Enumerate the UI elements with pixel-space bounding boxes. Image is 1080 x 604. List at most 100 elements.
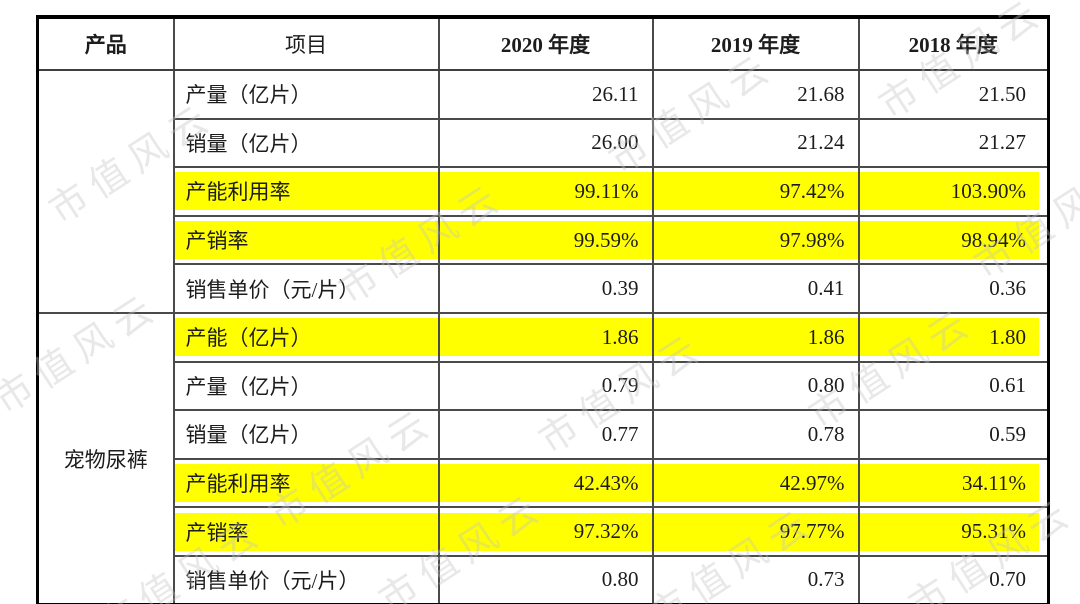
value-text: 103.90% xyxy=(859,172,1039,211)
value-2018: 0.70 xyxy=(857,554,1050,604)
value-text: 0.77 xyxy=(601,421,639,446)
row-label: 产能利用率 xyxy=(172,457,440,509)
value-2020: 42.43% xyxy=(437,457,654,509)
header-year-2019: 2019 年度 xyxy=(651,16,860,71)
value-text: 98.94% xyxy=(859,221,1039,260)
row-label: 产量（亿片） xyxy=(172,360,440,412)
value-text: 34.11% xyxy=(859,464,1039,503)
table-row: 销量（亿片） 0.77 0.78 0.59 xyxy=(38,409,1050,460)
value-text: 97.77% xyxy=(653,512,858,551)
table-row-highlighted: 产销率 97.32% 97.77% 95.31% xyxy=(38,506,1050,557)
row-label-text: 产销率 xyxy=(174,221,438,260)
value-text: 21.50 xyxy=(978,81,1026,106)
value-text: 95.31% xyxy=(859,512,1039,551)
value-text: 99.59% xyxy=(439,221,652,260)
row-label-text: 产销率 xyxy=(174,512,438,551)
product-cell-group2: 宠物尿裤 xyxy=(36,311,175,604)
product-cell-group1 xyxy=(36,69,175,314)
value-2019: 0.78 xyxy=(651,409,860,460)
value-2020: 97.32% xyxy=(437,506,654,557)
value-2020: 0.39 xyxy=(437,263,654,314)
value-2019: 97.98% xyxy=(651,214,860,266)
row-label-text: 产能利用率 xyxy=(174,172,438,211)
value-2019: 21.68 xyxy=(651,69,860,120)
header-item: 项目 xyxy=(172,16,440,71)
row-label: 产能利用率 xyxy=(172,166,440,217)
value-text: 0.80 xyxy=(601,567,639,592)
value-2018: 1.80 xyxy=(857,311,1050,363)
value-2019: 97.42% xyxy=(651,166,860,217)
value-text: 0.80 xyxy=(807,373,845,398)
table-row: 销售单价（元/片） 0.39 0.41 0.36 xyxy=(38,263,1050,314)
table-row-highlighted: 产销率 99.59% 97.98% 98.94% xyxy=(38,214,1050,266)
table-row-highlighted: 产能利用率 99.11% 97.42% 103.90% xyxy=(38,166,1050,217)
value-2018: 0.59 xyxy=(857,409,1050,460)
value-2020: 26.00 xyxy=(437,117,654,169)
table-row-highlighted: 宠物尿裤 产能（亿片） 1.86 1.86 1.80 xyxy=(36,311,1050,604)
value-text: 0.39 xyxy=(601,276,639,301)
value-2018: 0.36 xyxy=(857,263,1050,314)
value-2019: 0.73 xyxy=(651,554,860,604)
header-row: 产品 项目 2020 年度 2019 年度 2018 年度 xyxy=(36,16,1050,71)
value-text: 1.80 xyxy=(859,318,1039,357)
row-label: 销量（亿片） xyxy=(172,117,440,169)
value-2018: 0.61 xyxy=(857,360,1050,412)
value-text: 97.42% xyxy=(653,172,858,211)
value-2020: 26.11 xyxy=(437,69,654,120)
value-2020: 0.80 xyxy=(437,554,654,604)
table-row: 产量（亿片） 26.11 21.68 21.50 xyxy=(36,69,1050,314)
row-label-text: 产能（亿片） xyxy=(174,318,438,357)
value-text: 0.79 xyxy=(601,373,639,398)
row-label-text: 销量（亿片） xyxy=(185,423,312,448)
value-text: 99.11% xyxy=(439,172,652,211)
production-sales-table: 产品 项目 2020 年度 2019 年度 2018 年度 产量（亿片） 26.… xyxy=(36,15,1050,604)
value-2019: 0.80 xyxy=(651,360,860,412)
table-row: 销量（亿片） 26.00 21.24 21.27 xyxy=(38,117,1050,169)
header-year-2020: 2020 年度 xyxy=(437,16,654,71)
value-text: 26.00 xyxy=(591,130,639,155)
value-text: 26.11 xyxy=(592,81,639,106)
value-2019: 42.97% xyxy=(651,457,860,509)
value-text: 42.43% xyxy=(439,464,652,503)
value-2018: 95.31% xyxy=(857,506,1050,557)
value-2019: 0.41 xyxy=(651,263,860,314)
value-2020: 99.59% xyxy=(437,214,654,266)
value-text: 21.68 xyxy=(797,81,845,106)
row-label: 销售单价（元/片） xyxy=(172,554,440,604)
row-label-text: 产量（亿片） xyxy=(185,83,312,108)
table-row-highlighted: 产能利用率 42.43% 42.97% 34.11% xyxy=(38,457,1050,509)
value-2019: 1.86 xyxy=(651,311,860,363)
value-text: 1.86 xyxy=(439,318,652,357)
row-label-text: 销售单价（元/片） xyxy=(185,277,360,302)
value-text: 0.61 xyxy=(989,373,1026,398)
value-2018: 21.50 xyxy=(857,69,1050,120)
value-text: 21.27 xyxy=(978,130,1026,155)
row-label: 产量（亿片） xyxy=(172,69,440,120)
value-2018: 34.11% xyxy=(857,457,1050,509)
value-2018: 21.27 xyxy=(857,117,1050,169)
header-product: 产品 xyxy=(36,16,175,71)
value-text: 21.24 xyxy=(797,130,845,155)
value-2018: 98.94% xyxy=(857,214,1050,266)
value-2020: 0.77 xyxy=(437,409,654,460)
table-row: 产量（亿片） 0.79 0.80 0.61 xyxy=(38,360,1050,412)
row-label: 产能（亿片） xyxy=(172,311,440,363)
value-2020: 99.11% xyxy=(437,166,654,217)
row-label: 销售单价（元/片） xyxy=(172,263,440,314)
row-label-text: 产能利用率 xyxy=(174,464,438,503)
value-text: 0.41 xyxy=(807,276,845,301)
row-label-text: 产量（亿片） xyxy=(185,374,312,399)
value-text: 0.73 xyxy=(807,567,845,592)
value-text: 97.32% xyxy=(439,512,652,551)
value-text: 42.97% xyxy=(653,464,858,503)
row-label: 产销率 xyxy=(172,506,440,557)
value-text: 0.36 xyxy=(989,276,1026,301)
value-2019: 21.24 xyxy=(651,117,860,169)
table-row: 销售单价（元/片） 0.80 0.73 0.70 xyxy=(38,554,1050,604)
value-2018: 103.90% xyxy=(857,166,1050,217)
row-label: 销量（亿片） xyxy=(172,409,440,460)
value-text: 0.78 xyxy=(807,421,845,446)
row-label-text: 销量（亿片） xyxy=(185,131,312,156)
value-2019: 97.77% xyxy=(651,506,860,557)
